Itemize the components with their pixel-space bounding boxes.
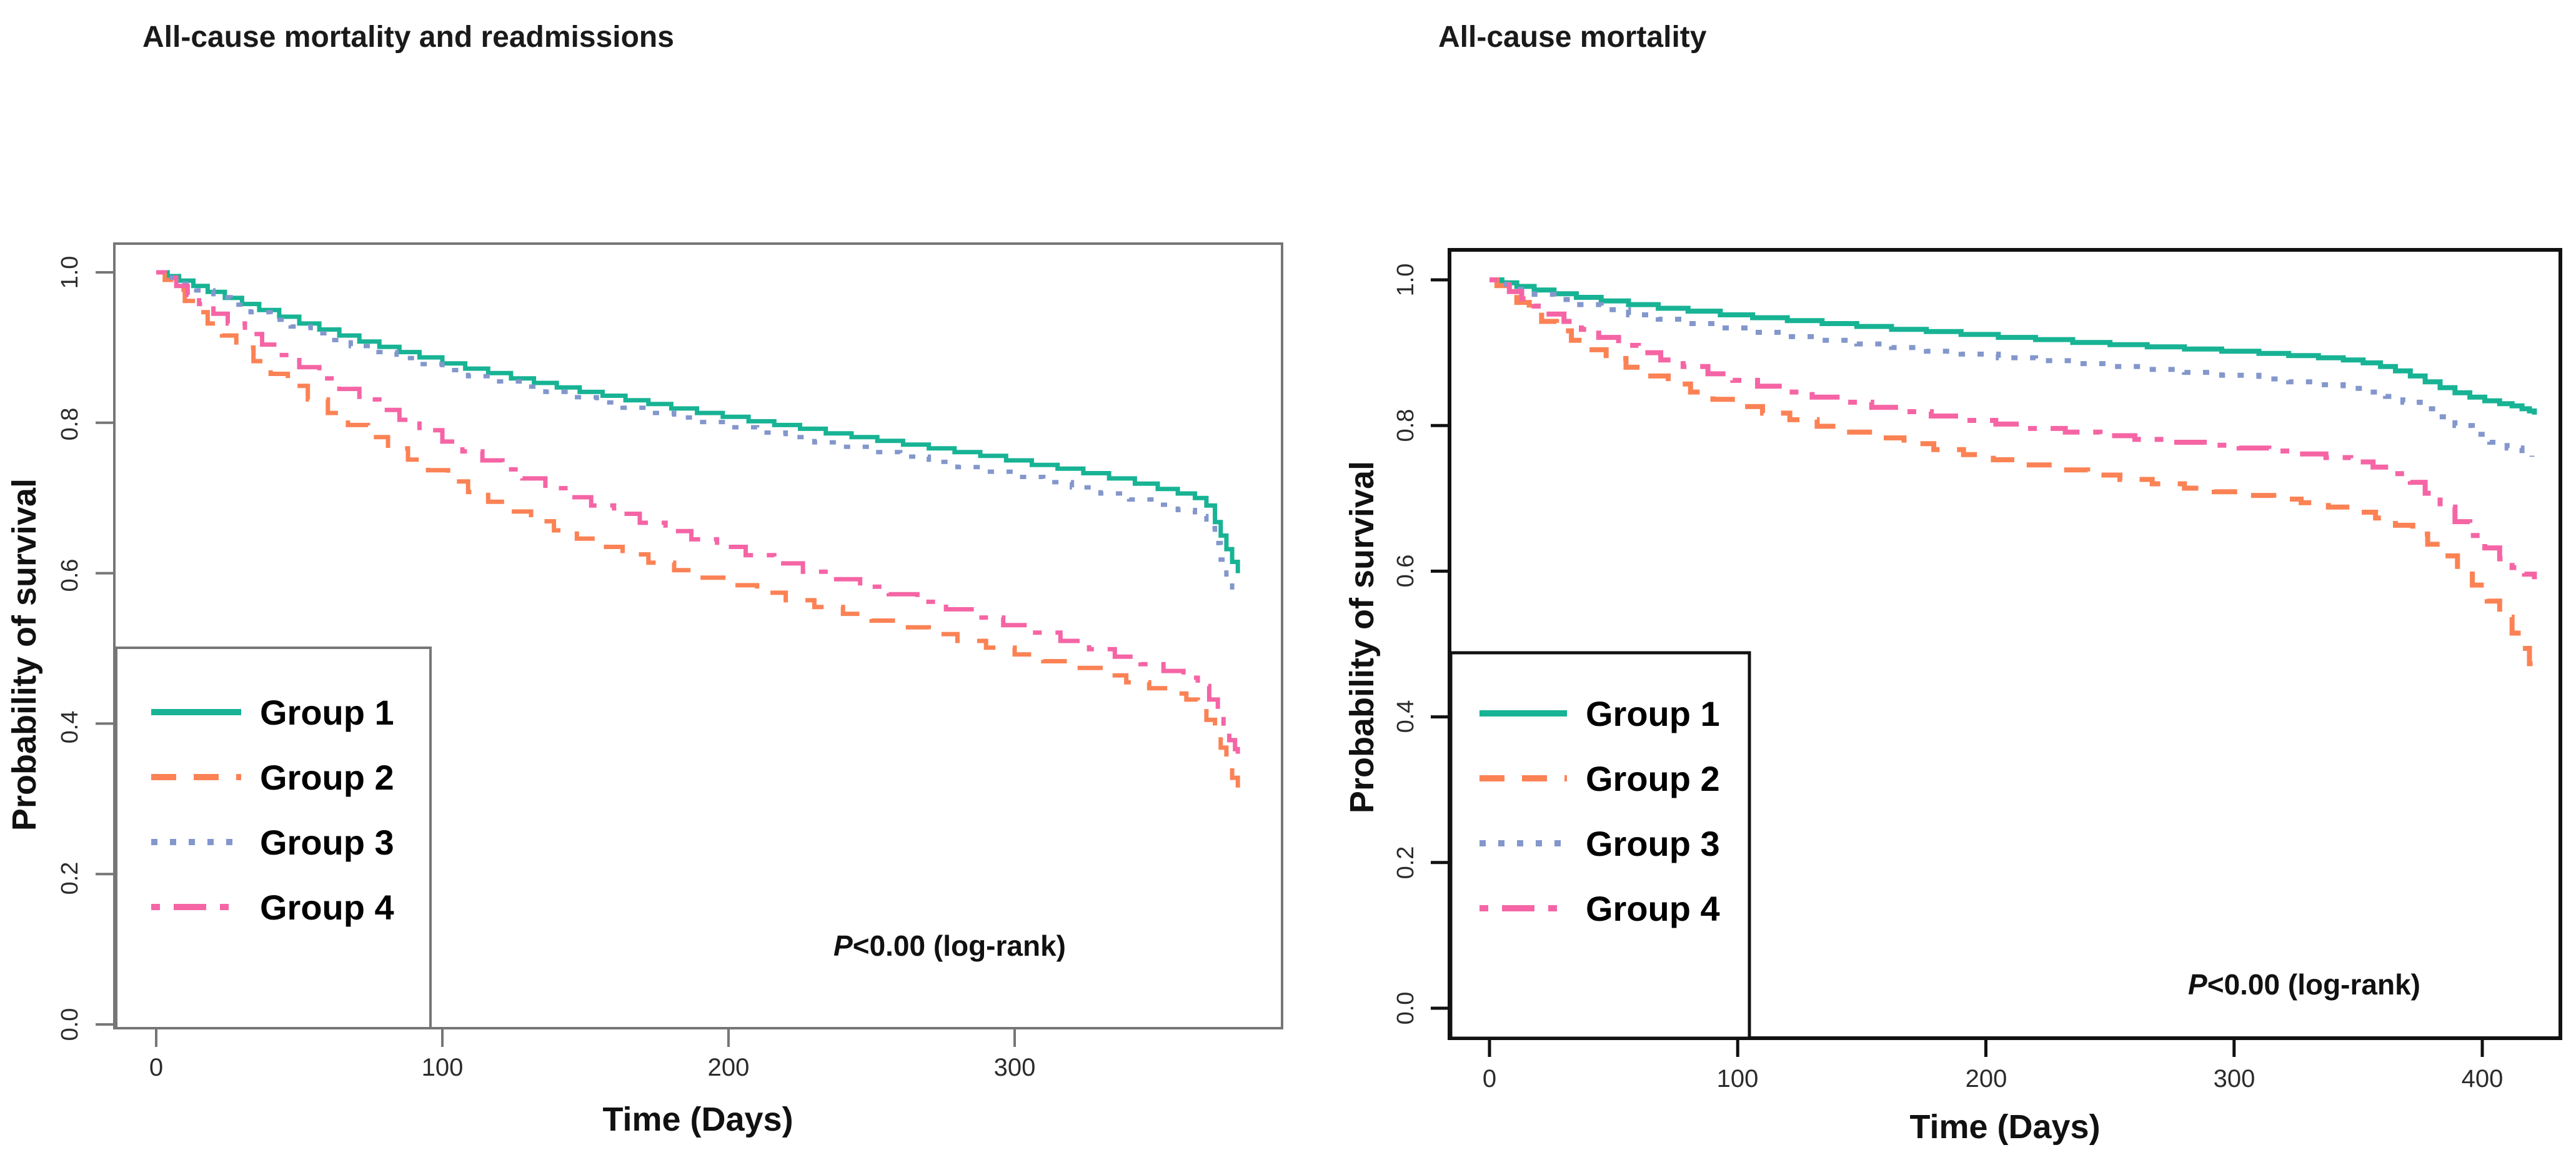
y-tick-label: 0.8 [1393, 409, 1419, 442]
left-chart-title: All-cause mortality and readmissions [142, 21, 674, 54]
x-tick-label: 400 [2462, 1065, 2504, 1093]
y-tick-label: 0.0 [57, 1008, 83, 1041]
y-tick-label: 1.0 [1393, 264, 1419, 297]
right-chart-title: All-cause mortality [1438, 21, 1707, 54]
y-tick-label: 0.6 [57, 559, 83, 592]
km-curve-group-3 [156, 270, 1235, 592]
km-curve-group-3 [1489, 277, 2535, 457]
km-curve-group-2 [1489, 277, 2537, 677]
km-curve-group-2 [156, 270, 1240, 791]
y-tick-label: 0.8 [57, 408, 83, 441]
legend-label-group-4: Group 4 [1586, 889, 1720, 928]
km-curve-group-1 [156, 270, 1240, 573]
y-axis-title: Probability of survival [1343, 461, 1381, 813]
curves-layer [156, 270, 1240, 791]
legend-label-group-2: Group 2 [1586, 759, 1720, 798]
km-curve-group-1 [1489, 277, 2537, 415]
legend: Group 1 Group 2 Group 3 Group 4 [1449, 651, 1751, 1040]
y-tick-label: 0.2 [57, 862, 83, 895]
legend-label-group-3: Group 3 [260, 823, 394, 862]
legend-label-group-4: Group 4 [260, 888, 394, 927]
y-tick-label: 0.4 [57, 711, 83, 744]
x-tick-label: 300 [994, 1054, 1036, 1081]
y-tick-label: 0.6 [1393, 555, 1419, 588]
p-value-annotation: P<0.00 (log-rank) [833, 929, 1066, 962]
y-tick-label: 0.2 [1393, 846, 1419, 880]
x-axis-title: Time (Days) [1909, 1108, 2100, 1146]
x-tick-label: 100 [1717, 1065, 1759, 1093]
x-tick-label: 0 [149, 1054, 163, 1081]
x-tick-label: 300 [2214, 1065, 2255, 1093]
y-tick-label: 1.0 [57, 256, 83, 289]
x-axis-title: Time (Days) [602, 1101, 793, 1138]
y-tick-label: 0.0 [1393, 992, 1419, 1025]
y-tick-label: 0.4 [1393, 700, 1419, 733]
km-curve-group-4 [1489, 277, 2537, 580]
survival-plot-left: 0 100 200 300 1.0 0.8 0.6 0.4 0.2 0.0 Ti… [6, 242, 1283, 1138]
legend-label-group-1: Group 1 [1586, 694, 1720, 733]
p-value-annotation: P<0.00 (log-rank) [2188, 968, 2420, 1001]
plot-frame [1448, 248, 2562, 1040]
x-tick-label: 100 [422, 1054, 464, 1081]
y-axis-title: Probability of survival [6, 478, 43, 831]
x-tick-label: 200 [708, 1054, 750, 1081]
legend: Group 1 Group 2 Group 3 Group 4 [115, 647, 432, 1029]
plot-frame [113, 242, 1283, 1029]
ticks-layer [96, 271, 1016, 1047]
legend-label-group-2: Group 2 [260, 758, 394, 797]
curves-layer [1489, 277, 2537, 677]
ticks-layer [1431, 278, 2484, 1057]
x-tick-label: 200 [1966, 1065, 2007, 1093]
legend-label-group-3: Group 3 [1586, 824, 1720, 863]
x-tick-label: 0 [1483, 1065, 1496, 1093]
km-curve-group-4 [156, 270, 1240, 754]
legend-label-group-1: Group 1 [260, 693, 394, 732]
survival-plot-right: 0 100 200 300 400 1.0 0.8 0.6 0.4 0.2 0.… [1343, 248, 2562, 1146]
